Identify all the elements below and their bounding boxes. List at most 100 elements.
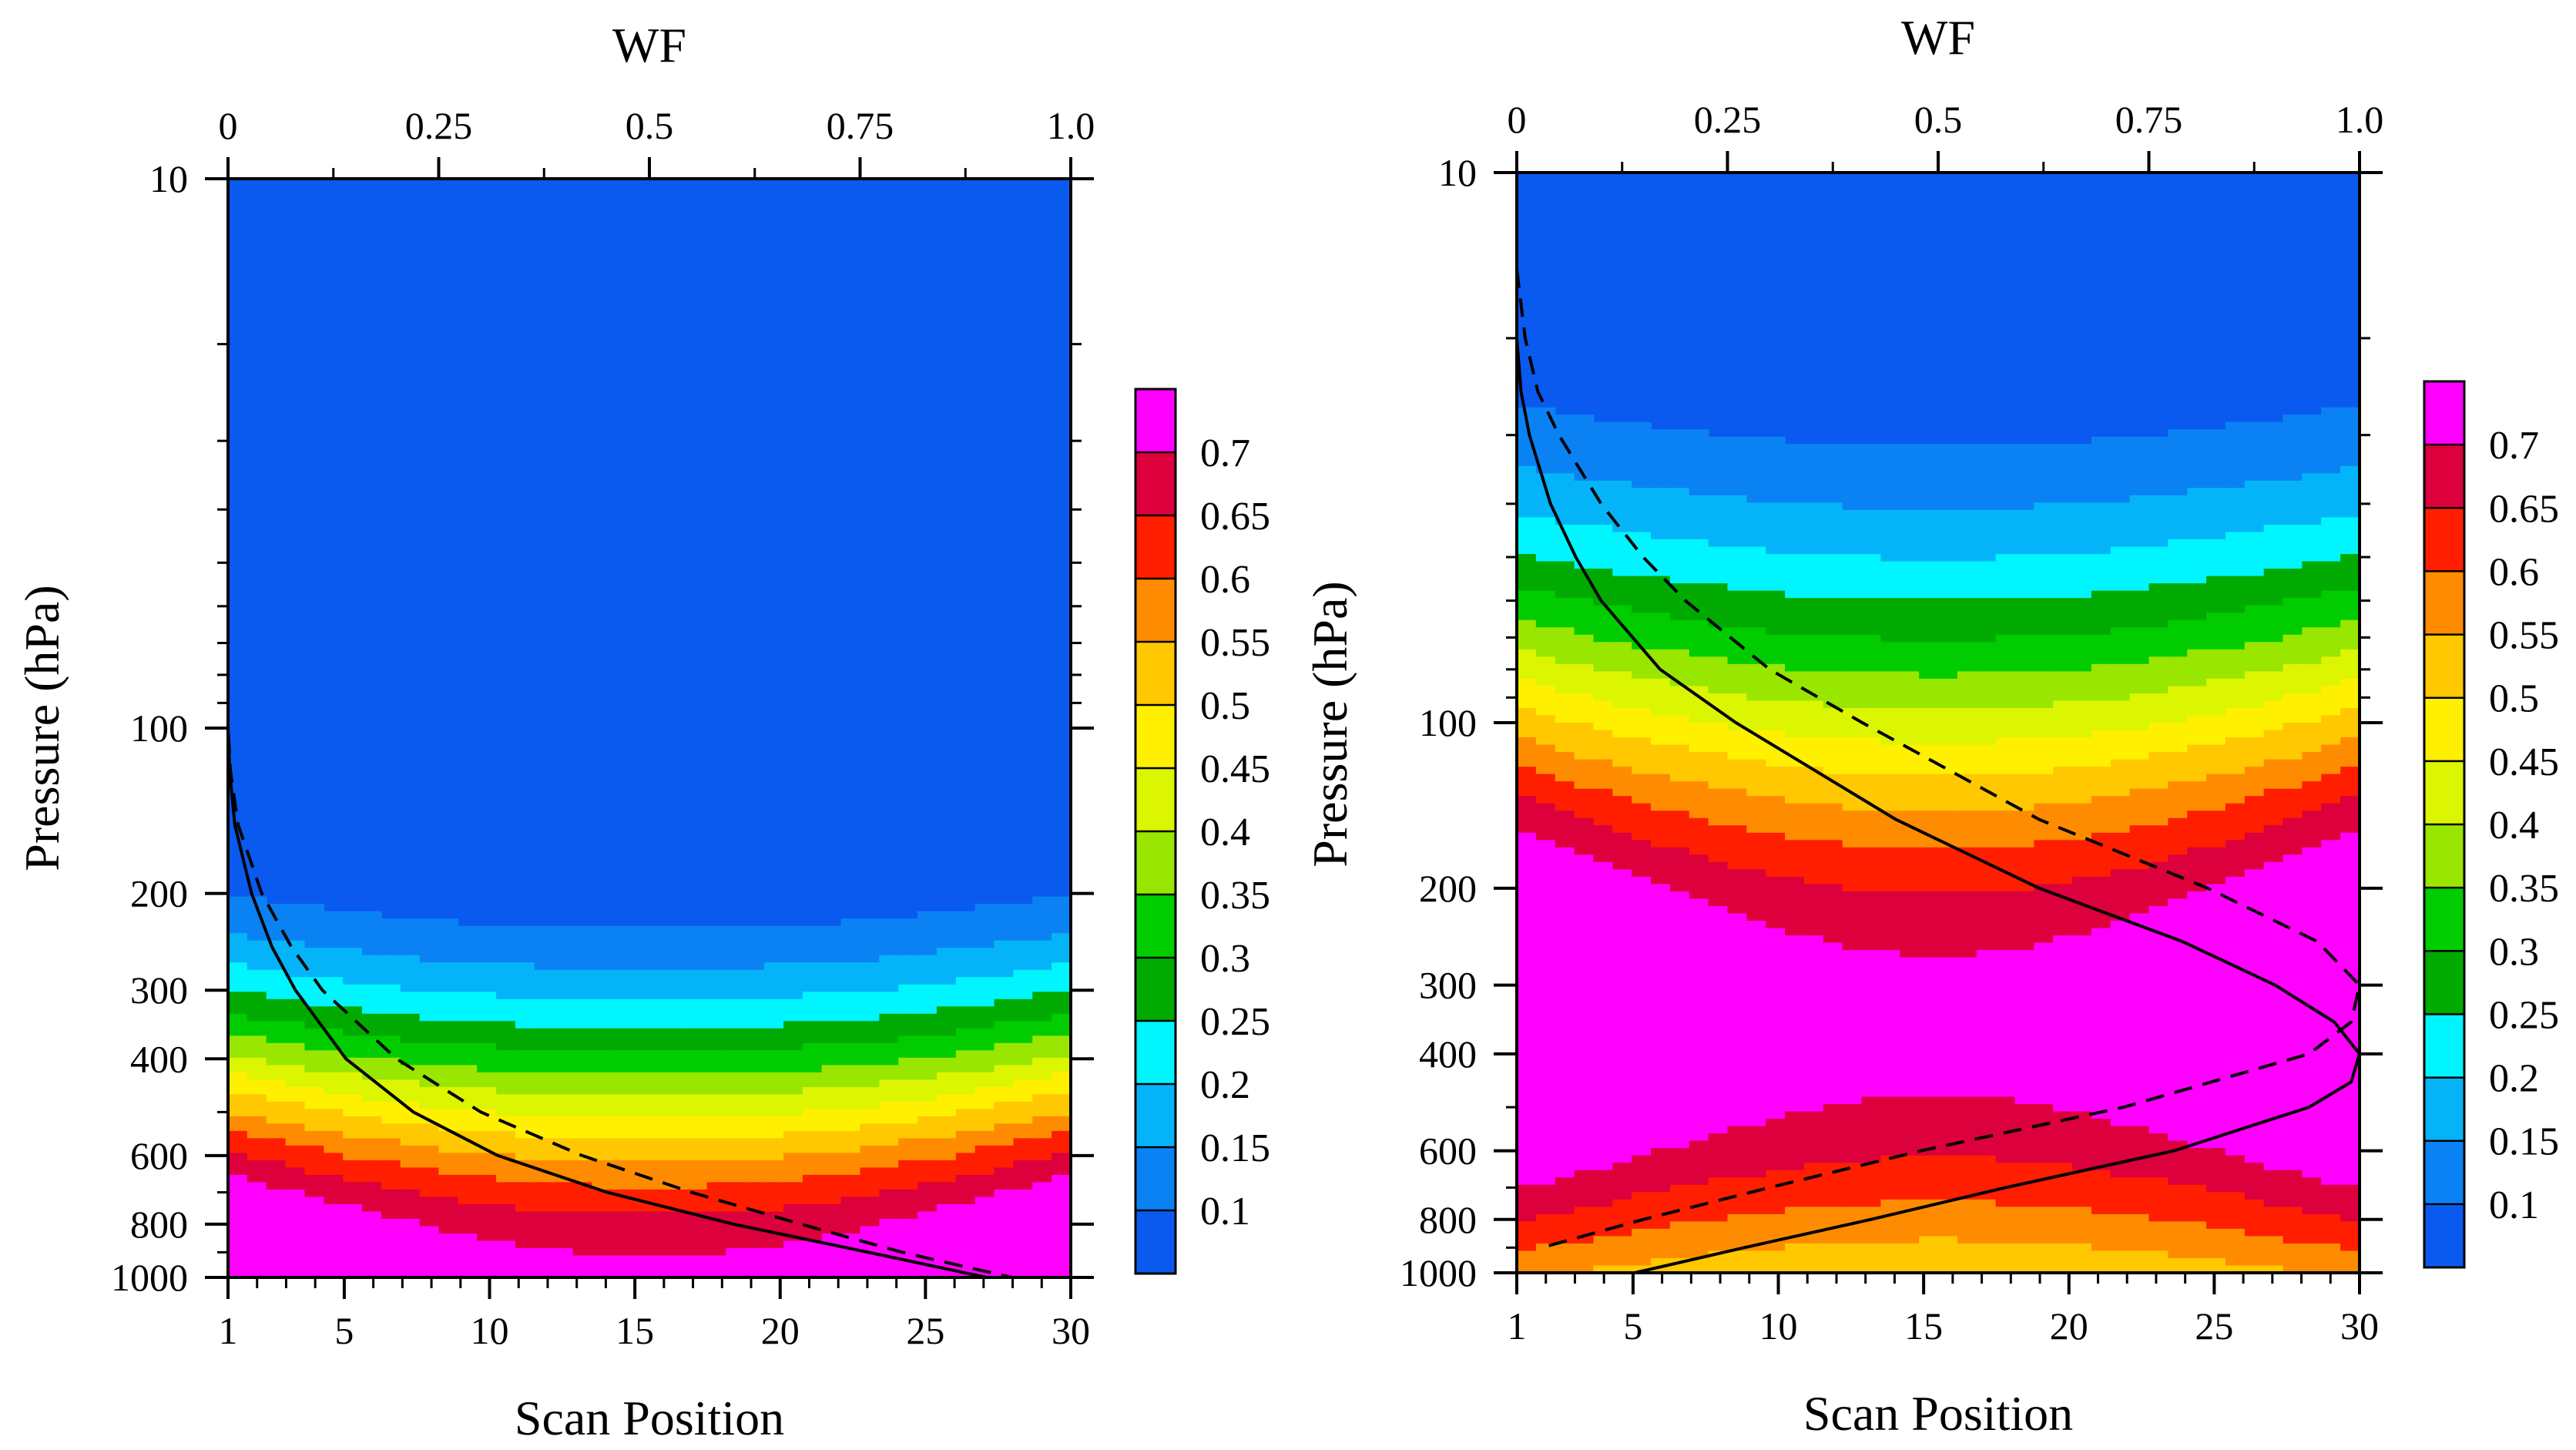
contour-cell — [1880, 590, 1901, 599]
contour-cell — [1861, 730, 1882, 738]
contour-cell — [1669, 1192, 1690, 1200]
contour-cell — [1957, 465, 1977, 475]
contour-cell — [1842, 539, 1863, 548]
contour-cell — [1746, 1015, 1767, 1025]
contour-cell — [477, 1116, 497, 1125]
contour-cell — [1785, 554, 1805, 562]
contour-cell — [496, 1145, 516, 1154]
contour-cell — [381, 1145, 401, 1154]
contour-cell — [917, 1130, 937, 1140]
contour-cell — [1669, 928, 1690, 936]
contour-cell — [974, 1203, 995, 1213]
contour-cell — [1746, 1199, 1767, 1208]
contour-cell — [1842, 1119, 1863, 1127]
contour-cell — [1517, 583, 1537, 592]
contour-cell — [840, 1050, 861, 1059]
contour-cell — [649, 1153, 669, 1161]
contour-cell — [1938, 972, 1958, 980]
contour-cell — [649, 1079, 669, 1088]
contour-cell — [1632, 906, 1652, 915]
contour-cell — [994, 948, 1015, 956]
contour-cell — [1823, 950, 1843, 958]
contour-cell — [515, 1035, 535, 1044]
contour-cell — [1823, 509, 1843, 519]
contour-cell — [1517, 869, 1537, 878]
contour-cell — [592, 1211, 612, 1220]
contour-cell — [1535, 1111, 1556, 1119]
contour-cell — [1535, 649, 1556, 658]
contour-cell — [1689, 642, 1709, 650]
contour-cell — [1574, 415, 1595, 423]
contour-cell — [419, 984, 440, 993]
contour-cell — [1574, 465, 1595, 475]
contour-cell — [1803, 891, 1824, 900]
contour-cell — [860, 948, 880, 956]
contour-cell — [343, 1247, 363, 1257]
contour-cell — [1938, 928, 1958, 936]
contour-cell — [1880, 707, 1901, 717]
contour-cell — [917, 1218, 937, 1227]
contour-cell — [247, 1130, 267, 1140]
contour-cell — [1517, 488, 1537, 496]
contour-cell — [1919, 928, 1939, 936]
contour-cell — [515, 1013, 535, 1022]
contour-cell — [343, 925, 363, 934]
contour-cell — [1861, 707, 1882, 717]
contour-cell — [1013, 1006, 1034, 1015]
contour-cell — [438, 1065, 459, 1073]
contour-cell — [1708, 539, 1729, 548]
contour-cell — [1861, 759, 1882, 767]
contour-cell — [1746, 1045, 1767, 1054]
contour-cell — [1861, 598, 1882, 606]
contour-cell — [1766, 957, 1786, 965]
contour-cell — [324, 1130, 344, 1140]
contour-cell — [1535, 605, 1556, 613]
contour-cell — [1669, 1045, 1690, 1054]
contour-cell — [1842, 1067, 1863, 1076]
contour-cell — [1880, 700, 1901, 709]
contour-cell — [1803, 1015, 1824, 1025]
contour-cell — [936, 1138, 957, 1146]
contour-cell — [783, 1189, 803, 1198]
contour-cell — [1803, 935, 1824, 944]
contour-cell — [285, 1189, 306, 1198]
contour-cell — [1861, 532, 1882, 540]
contour-cell — [1669, 627, 1690, 636]
contour-cell — [1574, 928, 1595, 936]
contour-cell — [592, 1255, 612, 1264]
contour-cell — [1842, 876, 1863, 885]
contour-cell — [898, 1072, 918, 1081]
contour-cell — [400, 1042, 421, 1052]
contour-cell — [1013, 1262, 1034, 1271]
contour-cell — [974, 1086, 995, 1096]
contour-cell — [1746, 1170, 1767, 1179]
contour-cell — [1651, 1257, 1671, 1267]
contour-cell — [1766, 854, 1786, 863]
contour-cell — [1957, 906, 1977, 915]
contour-cell — [1746, 854, 1767, 863]
contour-cell — [343, 1197, 363, 1205]
contour-cell — [1052, 1006, 1071, 1015]
y-tick-label: 10 — [149, 157, 188, 200]
contour-cell — [1574, 788, 1595, 797]
contour-cell — [1708, 752, 1729, 760]
contour-cell — [592, 1270, 612, 1277]
contour-cell — [1919, 1082, 1939, 1090]
contour-cell — [1708, 1257, 1729, 1267]
contour-cell — [343, 911, 363, 919]
contour-cell — [783, 1153, 803, 1161]
contour-cell — [400, 1153, 421, 1161]
contour-cell — [1803, 781, 1824, 790]
contour-cell — [1612, 524, 1632, 533]
contour-cell — [879, 918, 900, 927]
contour-cell — [1574, 707, 1595, 717]
contour-cell — [1632, 598, 1652, 606]
contour-cell — [1938, 1096, 1958, 1105]
contour-cell — [1957, 986, 1977, 995]
contour-cell — [1535, 627, 1556, 636]
contour-cell — [1766, 1082, 1786, 1090]
contour-cell — [687, 1094, 708, 1103]
contour-cell — [706, 1109, 727, 1117]
contour-cell — [1013, 1153, 1034, 1161]
